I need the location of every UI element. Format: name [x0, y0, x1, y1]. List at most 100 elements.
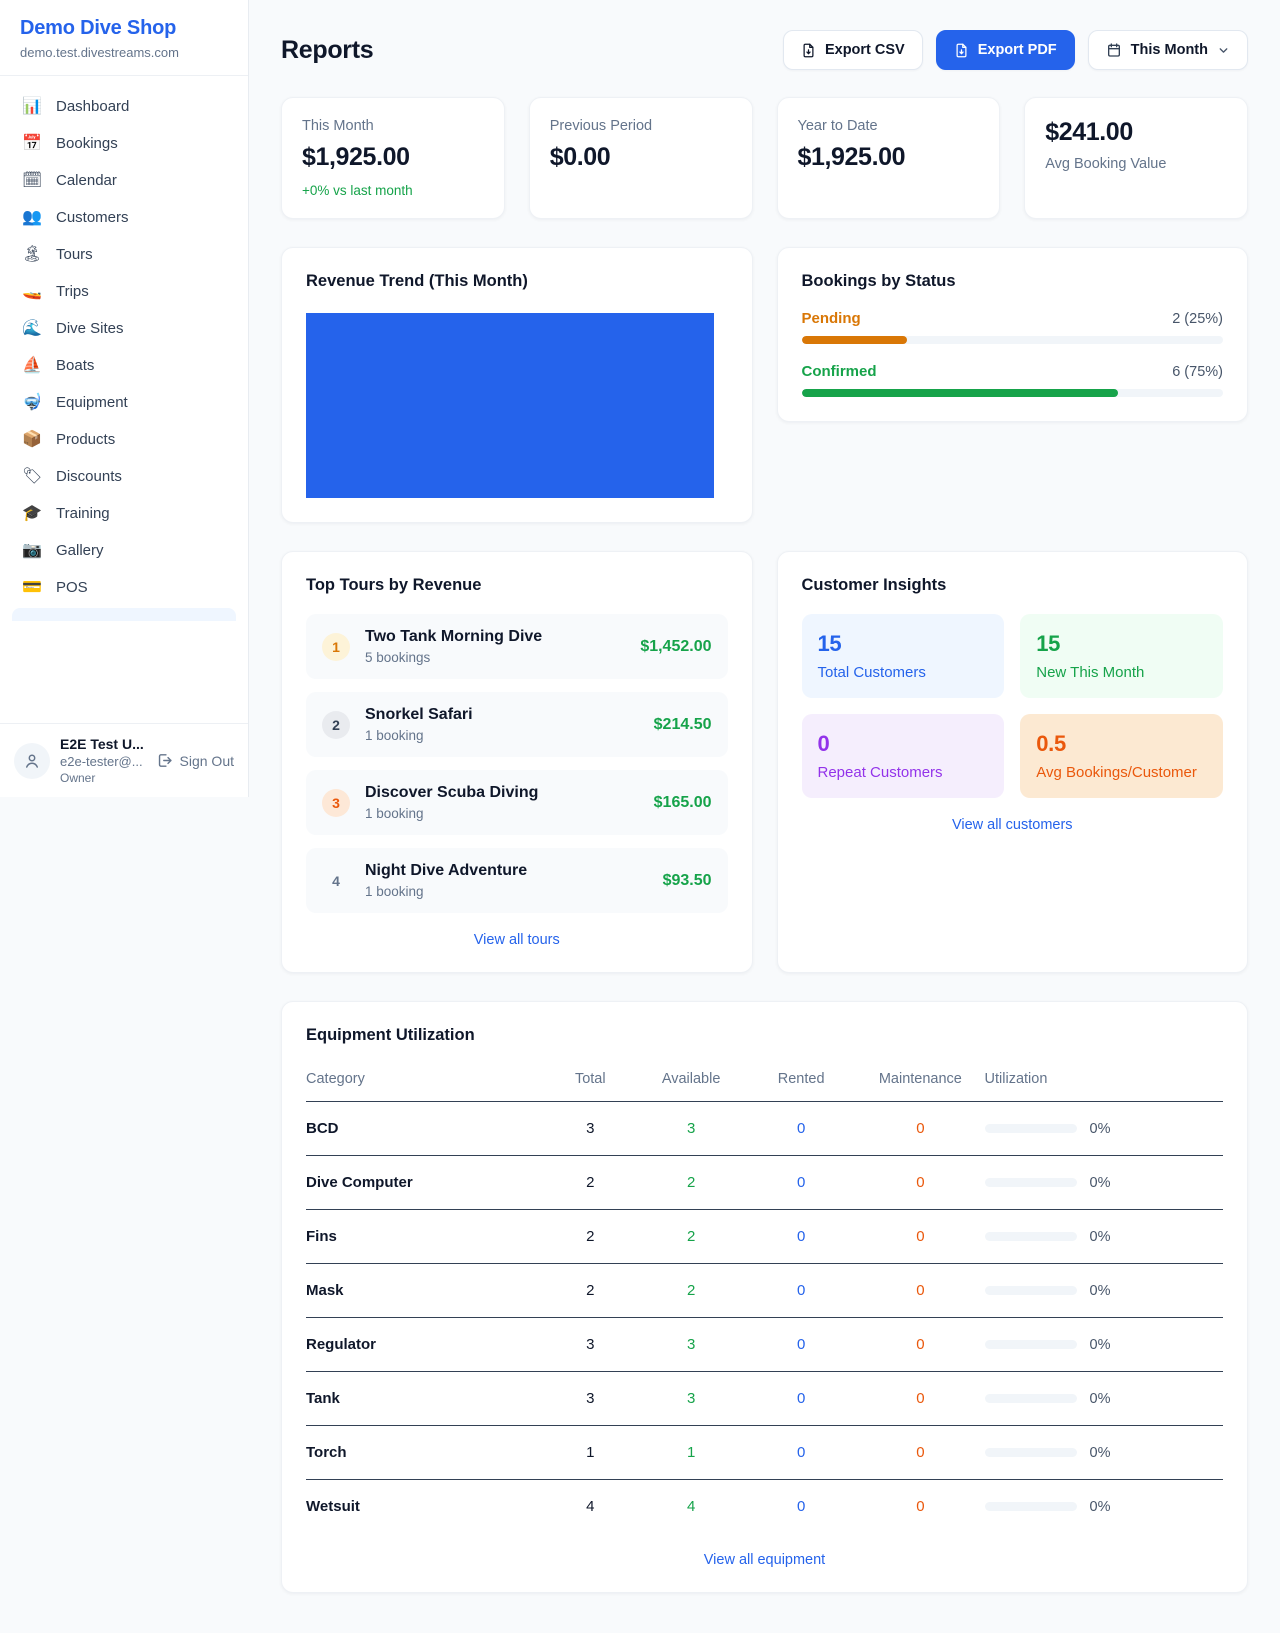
tile-value: 15 [817, 631, 842, 656]
sign-out-button[interactable]: Sign Out [156, 752, 234, 769]
export-csv-button[interactable]: Export CSV [782, 30, 923, 70]
tile-avg-bookings-per-customer: 0.5 Avg Bookings/Customer [1020, 714, 1223, 798]
sidebar-item-trips[interactable]: 🚤 Trips [10, 273, 238, 310]
cell-total: 2 [544, 1209, 637, 1264]
sidebar-item-dashboard[interactable]: 📊 Dashboard [10, 88, 238, 125]
cell-total: 3 [544, 1101, 637, 1156]
sidebar-item-bookings[interactable]: 📅 Bookings [10, 125, 238, 162]
export-csv-label: Export CSV [824, 42, 905, 58]
sidebar: Demo Dive Shop demo.test.divestreams.com… [0, 0, 249, 797]
sidebar-item-customers[interactable]: 👥 Customers [10, 199, 238, 236]
cell-rented: 0 [746, 1263, 857, 1318]
user-footer: E2E Test U... e2e-tester@... Owner Sign … [0, 723, 248, 797]
avatar [14, 742, 50, 779]
sidebar-item-discounts[interactable]: 🏷 Discounts [10, 458, 238, 495]
confirmed-value: 6 (75%) [1172, 363, 1223, 380]
equipment-icon: 🤿 [22, 393, 42, 411]
bookings-icon: 📅 [22, 134, 42, 152]
top-tours-card: Top Tours by Revenue 1 Two Tank Morning … [281, 551, 753, 973]
stat-card-this-month: This Month $1,925.00 +0% vs last month [281, 97, 505, 219]
stat-value: $1,925.00 [302, 143, 410, 171]
sidebar-item-products[interactable]: 📦 Products [10, 421, 238, 458]
confirmed-bar-track [801, 389, 1223, 397]
table-row: Wetsuit 4 4 0 0 0% [306, 1480, 1223, 1534]
brand-block[interactable]: Demo Dive Shop demo.test.divestreams.com [0, 0, 248, 76]
page-title: Reports [281, 35, 374, 64]
sidebar-item-label: Products [56, 431, 116, 448]
cell-maintenance: 0 [856, 1209, 985, 1264]
utilization-bar [984, 1448, 1077, 1457]
rank-badge: 1 [322, 632, 350, 661]
utilization-bar [984, 1286, 1077, 1295]
sidebar-nav: 📊 Dashboard 📅 Bookings 🗓 Calendar 👥 Cust… [0, 76, 248, 723]
bookings-by-status-card: Bookings by Status Pending 2 (25%) Confi… [776, 247, 1248, 422]
dashboard-icon: 📊 [22, 97, 42, 115]
tour-row: 3 Discover Scuba Diving 1 booking $165.0… [306, 770, 728, 835]
tour-list: 1 Two Tank Morning Dive 5 bookings $1,45… [306, 614, 728, 913]
sign-out-label: Sign Out [179, 752, 234, 769]
sidebar-item-label: Dashboard [56, 98, 130, 115]
rank-badge: 2 [322, 710, 350, 739]
page-header: Reports Export CSV Export PDF This Month [281, 30, 1248, 70]
tile-value: 0 [817, 731, 830, 756]
utilization-bar [984, 1394, 1077, 1403]
table-row: BCD 3 3 0 0 0% [306, 1101, 1223, 1156]
confirmed-label: Confirmed [801, 363, 877, 380]
sidebar-item-equipment[interactable]: 🤿 Equipment [10, 384, 238, 421]
table-row: Tank 3 3 0 0 0% [306, 1371, 1223, 1426]
view-all-equipment-link[interactable]: View all equipment [306, 1552, 1223, 1568]
pending-value: 2 (25%) [1172, 310, 1223, 327]
user-info: E2E Test U... e2e-tester@... Owner [60, 736, 146, 785]
tile-label: Total Customers [817, 664, 926, 681]
period-dropdown[interactable]: This Month [1087, 30, 1248, 70]
tour-revenue: $214.50 [653, 715, 712, 733]
table-row: Regulator 3 3 0 0 0% [306, 1317, 1223, 1372]
cell-category: Torch [306, 1425, 545, 1480]
cell-category: Dive Computer [306, 1155, 545, 1210]
cell-rented: 0 [746, 1371, 857, 1426]
table-row: Dive Computer 2 2 0 0 0% [306, 1155, 1223, 1210]
stat-change: +0% vs last month [302, 183, 413, 198]
sidebar-item-tours[interactable]: 🏝 Tours [10, 236, 238, 273]
utilization-bar [984, 1502, 1077, 1511]
pending-label: Pending [801, 310, 861, 327]
tour-name: Two Tank Morning Dive [365, 628, 543, 645]
tour-revenue: $165.00 [653, 793, 712, 811]
utilization-percent: 0% [1089, 1174, 1111, 1191]
table-row: Fins 2 2 0 0 0% [306, 1209, 1223, 1264]
stat-label: Previous Period [549, 118, 653, 134]
cell-total: 2 [544, 1155, 637, 1210]
stat-value: $0.00 [549, 143, 611, 171]
cell-available: 2 [636, 1209, 747, 1264]
utilization-bar [984, 1232, 1077, 1241]
view-all-tours-link[interactable]: View all tours [306, 932, 728, 948]
sidebar-item-pos[interactable]: 💳 POS [10, 569, 238, 606]
sidebar-item-training[interactable]: 🎓 Training [10, 495, 238, 532]
sidebar-item-calendar[interactable]: 🗓 Calendar [10, 162, 238, 199]
equipment-utilization-card: Equipment Utilization Category Total Ava… [281, 1001, 1248, 1593]
revenue-trend-title: Revenue Trend (This Month) [306, 272, 528, 290]
bookings-by-status-title: Bookings by Status [801, 272, 956, 290]
column-header-utilization: Utilization [984, 1061, 1223, 1102]
user-email: e2e-tester@... [60, 754, 143, 769]
sidebar-item-gallery[interactable]: 📷 Gallery [10, 532, 238, 569]
export-pdf-button[interactable]: Export PDF [935, 30, 1075, 70]
stat-label: Avg Booking Value [1045, 156, 1167, 172]
view-all-customers-link[interactable]: View all customers [802, 817, 1224, 833]
sidebar-item-label: Dive Sites [56, 320, 124, 337]
calendar-icon: 🗓 [22, 171, 43, 189]
shop-domain: demo.test.divestreams.com [20, 45, 179, 60]
sidebar-item-boats[interactable]: ⛵ Boats [10, 347, 238, 384]
utilization-bar [984, 1340, 1077, 1349]
sidebar-item-dive-sites[interactable]: 🌊 Dive Sites [10, 310, 238, 347]
cell-maintenance: 0 [856, 1425, 985, 1480]
cell-rented: 0 [746, 1101, 857, 1156]
sidebar-item-reports-partial[interactable] [12, 608, 236, 621]
tile-label: New This Month [1036, 664, 1145, 681]
status-row-confirmed: Confirmed 6 (75%) [801, 363, 1223, 397]
cell-category: Tank [306, 1371, 545, 1426]
cell-category: Regulator [306, 1317, 545, 1372]
cell-total: 4 [586, 1498, 595, 1515]
revenue-trend-card: Revenue Trend (This Month) [281, 247, 753, 523]
export-pdf-label: Export PDF [977, 42, 1057, 58]
